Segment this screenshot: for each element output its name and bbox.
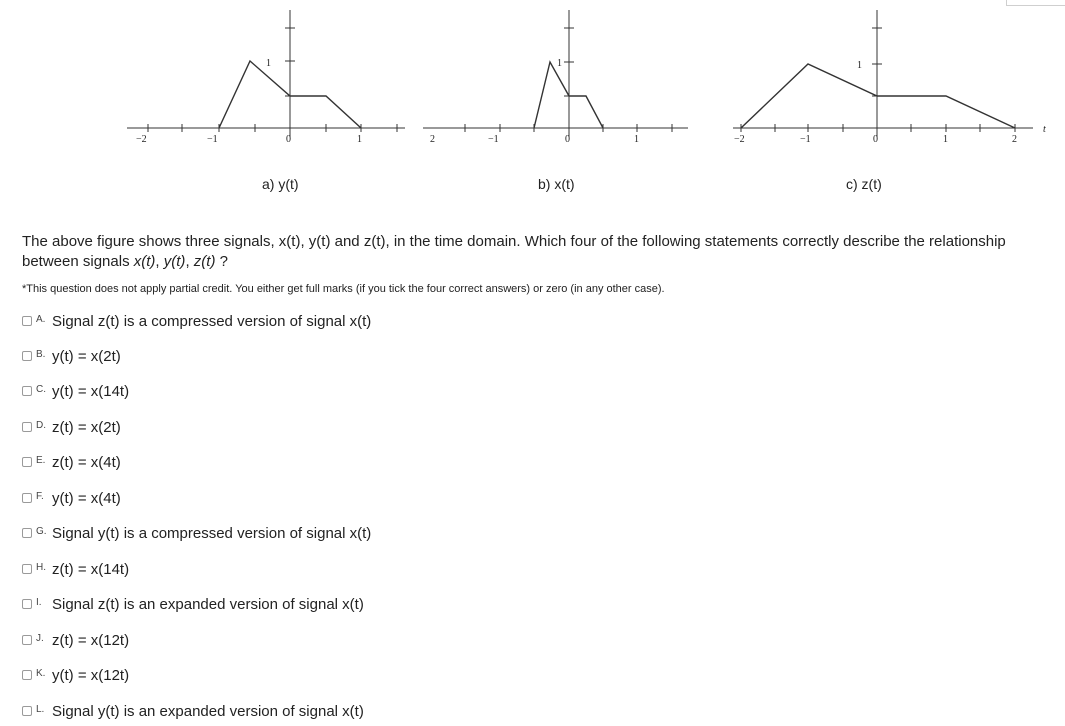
caption-y: a) y(t) [262, 176, 299, 192]
tick-label: 2 [430, 134, 435, 145]
option-text: Signal y(t) is an expanded version of si… [52, 702, 364, 720]
option-text: Signal z(t) is an expanded version of si… [52, 595, 364, 613]
question-main: The above figure shows three signals, x(… [22, 233, 1006, 270]
checkbox[interactable] [22, 351, 32, 361]
peak-label: 1 [266, 58, 271, 69]
tick-label: −2 [136, 134, 147, 145]
tick-label: −1 [800, 134, 811, 145]
tick-label: 1 [634, 134, 639, 145]
option-text: y(t) = x(4t) [52, 489, 121, 507]
tick-label: 0 [873, 134, 878, 145]
option-text: z(t) = x(2t) [52, 418, 121, 436]
option-letter: G. [36, 526, 47, 537]
panel-x: 2 −1 0 1 1 [423, 10, 688, 145]
caption-x: b) x(t) [538, 176, 575, 192]
option-text: z(t) = x(12t) [52, 631, 130, 649]
corner-frame [1006, 0, 1065, 6]
option-d[interactable]: D. z(t) = x(2t) [22, 415, 121, 439]
partial-credit-note: *This question does not apply partial cr… [22, 283, 665, 295]
tick-label: −1 [488, 134, 499, 145]
caption-z: c) z(t) [846, 176, 882, 192]
checkbox[interactable] [22, 564, 32, 574]
x-ticks [740, 124, 1016, 132]
question-text: The above figure shows three signals, x(… [22, 232, 1052, 272]
panel-y: −2 −1 0 1 1 [127, 10, 405, 145]
option-e[interactable]: E. z(t) = x(4t) [22, 450, 121, 474]
var-z: z(t) [193, 253, 216, 270]
option-letter: B. [36, 349, 46, 360]
checkbox[interactable] [22, 422, 32, 432]
option-text: Signal z(t) is a compressed version of s… [52, 312, 372, 330]
option-letter: E. [36, 455, 46, 466]
option-h[interactable]: H. z(t) = x(14t) [22, 557, 129, 581]
option-letter: K. [36, 668, 46, 679]
checkbox[interactable] [22, 670, 32, 680]
option-i[interactable]: I. Signal z(t) is an expanded version of… [22, 592, 364, 616]
option-f[interactable]: F. y(t) = x(4t) [22, 486, 121, 510]
option-letter: L. [36, 704, 45, 715]
option-text: z(t) = x(4t) [52, 453, 121, 471]
tick-label: 2 [1012, 134, 1017, 145]
var-y: y(t) [163, 253, 186, 270]
option-text: Signal y(t) is a compressed version of s… [52, 524, 372, 542]
signal-curve [740, 63, 1016, 129]
option-letter: A. [36, 314, 46, 325]
separator: , [185, 253, 194, 270]
checkbox[interactable] [22, 386, 32, 396]
option-letter: C. [36, 384, 46, 395]
var-x: x(t) [133, 253, 156, 270]
peak-label: 1 [857, 60, 862, 71]
signal-figure: −2 −1 0 1 1 2 −1 0 1 1 [127, 10, 1046, 145]
option-k[interactable]: K. y(t) = x(12t) [22, 663, 129, 687]
option-letter: J. [36, 633, 44, 644]
option-c[interactable]: C. y(t) = x(14t) [22, 379, 129, 403]
option-g[interactable]: G. Signal y(t) is a compressed version o… [22, 521, 371, 545]
option-text: z(t) = x(14t) [52, 560, 130, 578]
signal-curve [218, 59, 362, 129]
option-letter: F. [36, 491, 44, 502]
option-text: y(t) = x(2t) [52, 347, 121, 365]
option-l[interactable]: L. Signal y(t) is an expanded version of… [22, 699, 364, 723]
separator: , [155, 253, 164, 270]
tick-label: 1 [943, 134, 948, 145]
option-j[interactable]: J. z(t) = x(12t) [22, 628, 129, 652]
tick-label: 0 [286, 134, 291, 145]
signal-curve [533, 60, 604, 129]
time-variable-label: t [1043, 124, 1046, 135]
peak-label: 1 [557, 58, 562, 69]
tick-label: −2 [734, 134, 745, 145]
tick-label: −1 [207, 134, 218, 145]
checkbox[interactable] [22, 493, 32, 503]
checkbox[interactable] [22, 706, 32, 716]
option-a[interactable]: A. Signal z(t) is a compressed version o… [22, 309, 371, 333]
option-letter: D. [36, 420, 46, 431]
checkbox[interactable] [22, 316, 32, 326]
tick-label: 1 [357, 134, 362, 145]
checkbox[interactable] [22, 528, 32, 538]
option-text: y(t) = x(14t) [52, 382, 130, 400]
tick-label: 0 [565, 134, 570, 145]
option-b[interactable]: B. y(t) = x(2t) [22, 344, 121, 368]
panel-z: −2 −1 0 1 2 1 t [733, 10, 1046, 145]
option-text: y(t) = x(12t) [52, 666, 130, 684]
option-letter: I. [36, 597, 42, 608]
checkbox[interactable] [22, 599, 32, 609]
checkbox[interactable] [22, 635, 32, 645]
question-end: ? [215, 253, 228, 270]
checkbox[interactable] [22, 457, 32, 467]
option-letter: H. [36, 562, 46, 573]
